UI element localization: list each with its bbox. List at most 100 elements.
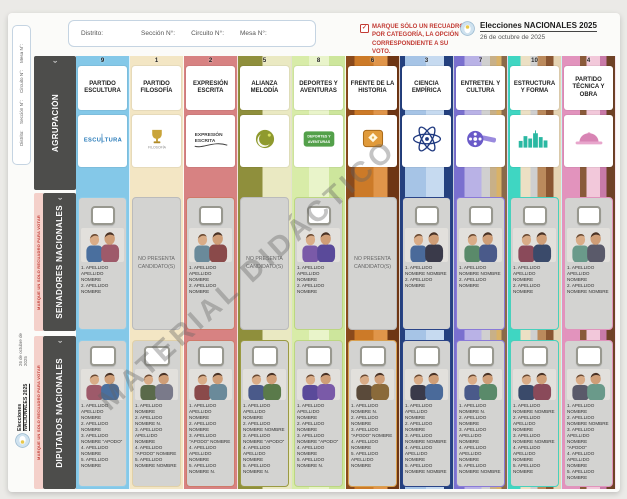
party-name: CIENCIA EMPÍRICA — [402, 66, 451, 110]
diputados-box: 1. APELLIDO NOMBRE NOMBRE 2. APELLIDO AP… — [510, 340, 559, 487]
city-skyline-icon — [518, 129, 547, 148]
party-name: EXPRESIÓN ESCRITA — [186, 66, 235, 110]
sidebar-senadores: MARQUE UN SOLO RECUADRO PARA VOTAR › SEN… — [34, 193, 76, 331]
diputados-candidate-photo — [405, 369, 448, 400]
diputados-vote-checkbox[interactable] — [251, 346, 278, 366]
senadores-vote-checkbox[interactable] — [522, 206, 547, 225]
candidate-photo-pair — [351, 369, 394, 400]
chevron-down-icon: › — [55, 340, 65, 344]
party-logo — [243, 126, 287, 157]
diputados-candidate-photo — [243, 369, 286, 400]
senadores-vote-checkbox[interactable] — [306, 206, 331, 225]
election-brand: Elecciones NACIONALES 2025 26 de octubre… — [460, 21, 597, 41]
senadores-vote-checkbox[interactable] — [468, 206, 493, 225]
party-logo — [405, 125, 449, 157]
sun-crest-icon — [460, 21, 475, 41]
senadores-box: 1. APELLIDO APELLIDO NOMBRE 2. APELLIDO … — [78, 197, 127, 330]
party-number: 7 — [478, 58, 483, 64]
senadores-vote-checkbox[interactable] — [576, 206, 601, 225]
party-name: DEPORTES Y AVENTURAS — [294, 66, 343, 110]
diputados-candidates-list: 1. APELLIDO APELLIDO NOMBRE 2. APELLIDO … — [189, 403, 231, 474]
sun-crest-icon — [15, 433, 31, 448]
candidate-photo-pair — [81, 228, 124, 262]
party-name: PARTIDO ESCULTURA — [78, 66, 127, 110]
diputados-candidates-list: 1. APELLIDO NOMBRE 2. APELLIDO NOMBRE N.… — [135, 403, 177, 468]
diputados-box: 1. APELLIDO NOMBRE 2. APELLIDO NOMBRE N.… — [132, 340, 181, 487]
party-number: 8 — [316, 58, 321, 64]
svg-text:ESCULTURA: ESCULTURA — [83, 137, 121, 143]
party-logo-box — [564, 115, 613, 167]
candidate-photo-pair — [243, 369, 286, 400]
candidate-photo-pair — [135, 369, 178, 400]
senadores-candidates-list: 1. APELLIDO APELLIDO NOMBRE 2. APELLIDO … — [81, 265, 109, 294]
marque-strip-label: MARQUE UN SOLO RECUADRO PARA VOTAR — [36, 365, 41, 460]
field-seccion: Sección N°: — [141, 30, 176, 37]
senadores-candidates-list: 1. APELLIDO APELLIDO NOMBRE 2. APELLIDO … — [513, 265, 541, 294]
party-logo-box — [240, 115, 289, 167]
diputados-candidates-list: 1. APELLIDO APELLIDO NOMBRE 2. APELLIDO … — [81, 403, 123, 468]
sculpture-wordmark-logo: ESCULTURA — [83, 133, 121, 143]
diputados-candidates-list: 1. APELLIDO NOMBRE NOMBRE 2. APELLIDO AP… — [513, 403, 555, 474]
senadores-box: 1. APELLIDO NOMBRE NOMBRE 2. APELLIDO NO… — [456, 197, 505, 330]
party-number: 9 — [100, 58, 105, 64]
election-date: 26 de octubre de 2025 — [480, 34, 546, 41]
diputados-box: 1. APELLIDO APELLIDO NOMBRE 2. APELLIDO … — [402, 340, 451, 487]
party-name: FRENTE DE LA HISTORIA — [348, 66, 397, 110]
shield-diamond-icon — [362, 129, 383, 147]
sports-badge-icon: DEPORTES Y AVENTURAS — [303, 130, 334, 147]
diputados-box: 1. APELLIDO NOMBRE N. 2. APELLIDO NOMBRE… — [348, 340, 397, 487]
party-number: 1 — [154, 58, 159, 64]
senadores-box: 1. APELLIDO NOMBRE NOMBRE 2. APELLIDO NO… — [402, 197, 451, 330]
diputados-vote-checkbox[interactable] — [197, 346, 224, 366]
diputados-candidates-list: 1. APELLIDO APELLIDO NOMBRE 2. APELLIDO … — [243, 403, 285, 474]
senadores-candidate-photo — [459, 228, 502, 262]
senadores-candidates-list: 1. APELLIDO NOMBRE NOMBRE 2. APELLIDO NO… — [459, 265, 501, 288]
party-logo-box — [402, 115, 451, 167]
senadores-vote-checkbox[interactable] — [90, 206, 115, 225]
senadores-box: 1. APELLIDO APELLIDO NOMBRE 2. APELLIDO … — [294, 197, 343, 330]
candidate-photo-pair — [513, 369, 556, 400]
candidate-photo-pair — [567, 228, 610, 262]
diputados-candidate-photo — [459, 369, 502, 400]
no-candidates-label: NO PRESENTA CANDIDATO(S) — [246, 255, 283, 270]
party-column: 5 ALIANZA MELODÍA NO PRESEN — [238, 56, 292, 489]
party-logo: DEPORTES Y AVENTURAS — [297, 126, 341, 157]
chevron-down-icon: › — [55, 197, 65, 201]
party-name: PARTIDO TÉCNICA Y OBRA — [564, 66, 613, 110]
senadores-candidates-list: 1. APELLIDO APELLIDO NOMBRE 2. APELLIDO … — [567, 265, 609, 294]
field-distrito: Distrito: — [81, 30, 104, 37]
diputados-vote-checkbox[interactable] — [359, 346, 386, 366]
atom-icon — [412, 125, 441, 152]
diputados-vote-checkbox[interactable] — [413, 346, 440, 366]
sun-crest-icon — [14, 433, 32, 448]
diputados-candidate-photo — [297, 369, 340, 400]
senadores-candidates-list: 1. APELLIDO APELLIDO NOMBRE 2. APELLIDO … — [297, 265, 325, 294]
party-column: 1 PARTIDO FILOSOFÍA FILOSOFÍA — [130, 56, 184, 489]
party-logo-box — [456, 115, 505, 167]
party-number: 3 — [424, 58, 429, 64]
diputados-vote-checkbox[interactable] — [521, 346, 548, 366]
diputados-box: 1. APELLIDO NOMBRE 2. APELLIDO NOMBRE NO… — [564, 340, 613, 487]
party-column: 2 EXPRESIÓN ESCRITA EXPRESIÓN ESCRITA 1.… — [184, 56, 238, 489]
senadores-vote-checkbox[interactable] — [414, 206, 439, 225]
instruction-warning: ✓ MARQUE SÓLO UN RECUADRO POR CATEGORÍA,… — [360, 23, 464, 57]
ballot-sheet: Distrito: Sección N°: Circuito N°: Mesa … — [8, 13, 620, 492]
diputados-vote-checkbox[interactable] — [143, 346, 170, 366]
diputados-vote-checkbox[interactable] — [575, 346, 602, 366]
field-mesa: Mesa N°: — [240, 30, 267, 37]
party-column: 7 ENTRETEN. Y CULTURA 1. APELLIDO NOMBR — [454, 56, 508, 489]
party-logo — [567, 126, 611, 157]
candidate-photo-pair — [297, 228, 340, 262]
party-number: 10 — [531, 58, 538, 64]
music-circle-icon — [255, 129, 274, 148]
party-name: ESTRUCTURA Y FORMA — [510, 66, 559, 110]
senadores-candidate-photo — [405, 228, 448, 262]
diputados-vote-checkbox[interactable] — [467, 346, 494, 366]
diputados-vote-checkbox[interactable] — [89, 346, 116, 366]
senadores-vote-checkbox[interactable] — [198, 206, 223, 225]
senadores-box: 1. APELLIDO APELLIDO NOMBRE 2. APELLIDO … — [510, 197, 559, 330]
diputados-vote-checkbox[interactable] — [305, 346, 332, 366]
senadores-box: NO PRESENTA CANDIDATO(S) — [132, 197, 181, 330]
diputados-box: 1. APELLIDO APELLIDO NOMBRE 2. APELLIDO … — [294, 340, 343, 487]
party-logo-box — [348, 115, 397, 167]
